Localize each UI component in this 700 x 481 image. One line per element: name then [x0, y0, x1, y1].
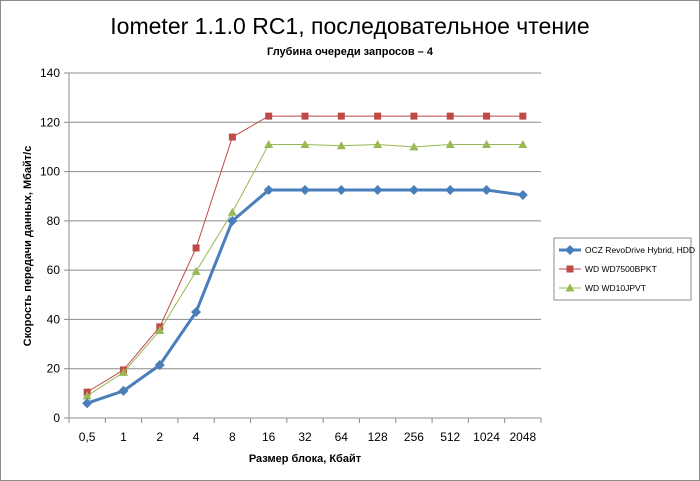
- legend-marker: [565, 283, 575, 292]
- chart-subtitle: Глубина очереди запросов – 4: [267, 46, 434, 58]
- data-point: [228, 133, 236, 141]
- data-point: [483, 112, 491, 120]
- series-0: [82, 185, 528, 409]
- data-point: [191, 266, 201, 275]
- legend-label: WD WD7500BPKT: [585, 264, 657, 274]
- data-point: [301, 112, 309, 120]
- x-tick-label: 64: [335, 430, 349, 444]
- y-tick-label: 140: [40, 66, 60, 80]
- x-tick-label: 8: [229, 430, 236, 444]
- data-point: [482, 139, 492, 148]
- x-tick-label: 2: [156, 430, 163, 444]
- data-point: [374, 112, 382, 120]
- y-tick-label: 80: [47, 214, 61, 228]
- tick-labels: 0 20 40 60 80 100 120 140 0,5 1 2 4 8 16 32 64 128 256 512…: [40, 66, 537, 444]
- data-point: [336, 185, 347, 196]
- x-tick-label: 4: [193, 430, 200, 444]
- data-point: [82, 398, 93, 409]
- data-point: [481, 185, 492, 196]
- y-tick-label: 100: [40, 165, 60, 179]
- x-tick-label: 1: [120, 430, 127, 444]
- data-point: [263, 185, 274, 196]
- x-axis-label: Размер блока, Кбайт: [249, 453, 362, 465]
- series-group: [82, 112, 528, 409]
- legend-item: WD WD7500BPKT: [559, 264, 657, 274]
- y-tick-label: 120: [40, 115, 60, 129]
- gridlines: [69, 72, 541, 370]
- data-point: [445, 185, 456, 196]
- x-tick-label: 512: [440, 430, 460, 444]
- data-point: [82, 391, 92, 400]
- y-tick-label: 20: [47, 362, 61, 376]
- data-point: [118, 367, 128, 376]
- legend-item: OCZ RevoDrive Hybrid, HDD: [559, 245, 695, 255]
- y-tick-label: 40: [47, 312, 61, 326]
- chart-title: Iometer 1.1.0 RC1, последовательное чтен…: [110, 13, 589, 39]
- data-point: [518, 139, 528, 148]
- data-point: [191, 307, 202, 318]
- x-tick-label: 1024: [473, 430, 500, 444]
- legend-label: WD WD10JPVT: [585, 283, 646, 293]
- series-line: [86, 115, 523, 393]
- y-tick-label: 0: [53, 411, 60, 425]
- x-tick-label: 32: [298, 430, 312, 444]
- data-point: [118, 385, 129, 396]
- x-tick-label: 256: [404, 430, 424, 444]
- data-point: [154, 360, 165, 371]
- x-tick-label: 128: [368, 430, 388, 444]
- data-point: [265, 112, 273, 120]
- data-point: [155, 326, 165, 335]
- data-point: [227, 215, 238, 226]
- legend: OCZ RevoDrive Hybrid, HDD WD WD7500BPKT WD…: [553, 237, 695, 301]
- data-point: [410, 112, 418, 120]
- data-point: [446, 112, 454, 120]
- data-point: [408, 185, 419, 196]
- data-point: [300, 139, 310, 148]
- x-tick-label: 16: [262, 430, 276, 444]
- data-point: [227, 207, 237, 216]
- axes: [64, 72, 542, 423]
- y-axis-label: Скорость передачи данных, Мбайт/с: [22, 146, 34, 347]
- series-2: [82, 139, 528, 400]
- data-point: [264, 139, 274, 148]
- data-point: [300, 185, 310, 196]
- data-point: [445, 139, 455, 148]
- legend-item: WD WD10JPVT: [559, 283, 646, 293]
- data-point: [337, 112, 345, 120]
- data-point: [192, 244, 200, 252]
- y-tick-label: 60: [47, 263, 61, 277]
- data-point: [409, 142, 419, 151]
- x-tick-label: 0,5: [79, 430, 96, 444]
- data-point: [517, 189, 528, 200]
- data-point: [373, 139, 383, 148]
- series-1: [83, 112, 527, 396]
- series-line: [86, 188, 524, 405]
- data-point: [336, 141, 346, 150]
- data-point: [519, 112, 527, 120]
- legend-marker: [566, 265, 574, 273]
- x-tick-label: 2048: [509, 430, 536, 444]
- legend-marker: [565, 245, 575, 255]
- data-point: [372, 185, 383, 196]
- legend-label: OCZ RevoDrive Hybrid, HDD: [585, 245, 695, 255]
